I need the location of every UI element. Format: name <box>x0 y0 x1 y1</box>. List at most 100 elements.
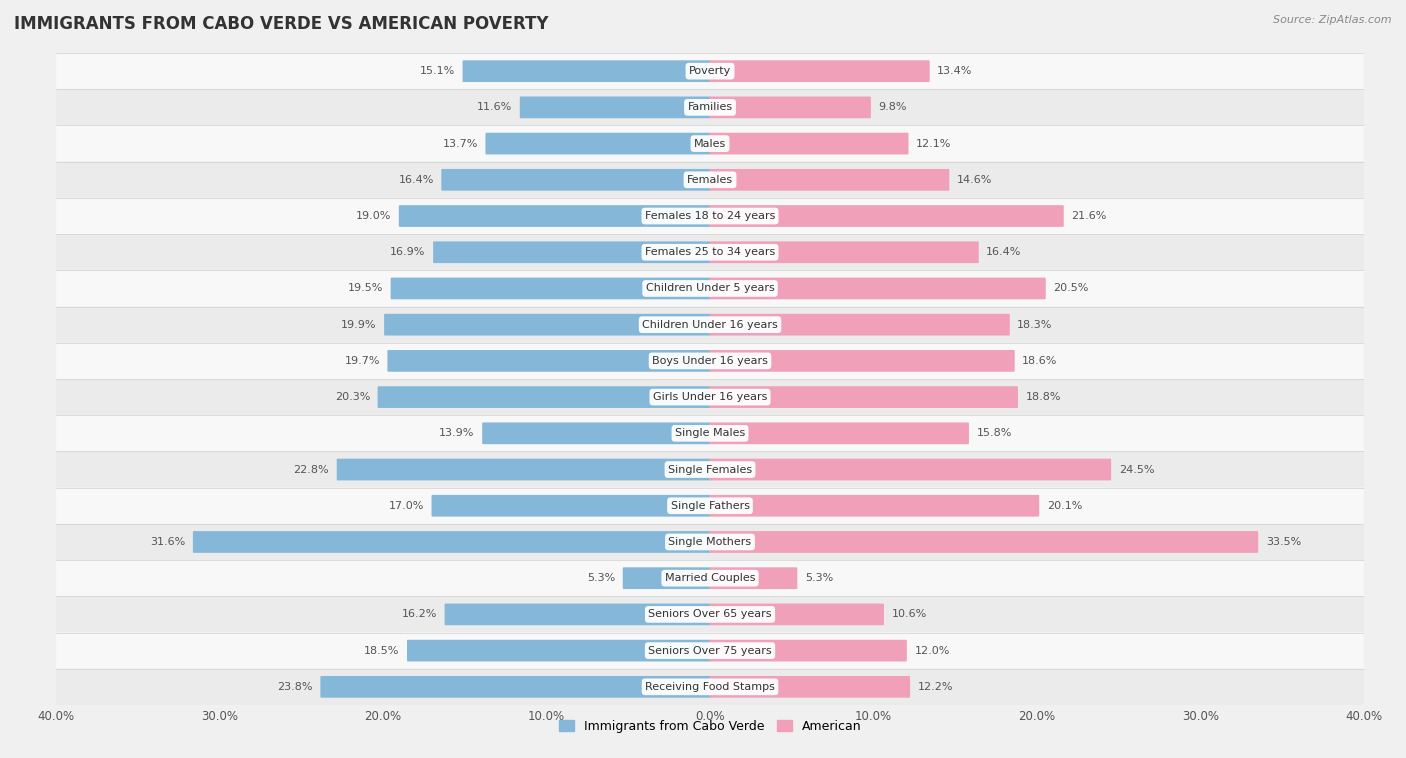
Text: Seniors Over 75 years: Seniors Over 75 years <box>648 646 772 656</box>
FancyBboxPatch shape <box>444 603 710 625</box>
FancyBboxPatch shape <box>56 89 1364 126</box>
Text: Boys Under 16 years: Boys Under 16 years <box>652 356 768 366</box>
FancyBboxPatch shape <box>56 343 1364 379</box>
Text: 16.4%: 16.4% <box>398 175 434 185</box>
FancyBboxPatch shape <box>710 640 907 662</box>
Text: 18.3%: 18.3% <box>1018 320 1053 330</box>
Text: 20.1%: 20.1% <box>1046 501 1083 511</box>
Text: 33.5%: 33.5% <box>1265 537 1301 547</box>
Legend: Immigrants from Cabo Verde, American: Immigrants from Cabo Verde, American <box>554 715 866 738</box>
Text: Females: Females <box>688 175 733 185</box>
FancyBboxPatch shape <box>56 669 1364 705</box>
FancyBboxPatch shape <box>710 603 884 625</box>
Text: 19.9%: 19.9% <box>342 320 377 330</box>
FancyBboxPatch shape <box>520 96 710 118</box>
Text: 17.0%: 17.0% <box>388 501 425 511</box>
FancyBboxPatch shape <box>56 597 1364 632</box>
FancyBboxPatch shape <box>56 632 1364 669</box>
Text: 18.8%: 18.8% <box>1025 392 1062 402</box>
Text: 19.7%: 19.7% <box>344 356 380 366</box>
FancyBboxPatch shape <box>710 350 1015 371</box>
Text: Married Couples: Married Couples <box>665 573 755 583</box>
Text: Single Males: Single Males <box>675 428 745 438</box>
FancyBboxPatch shape <box>710 205 1064 227</box>
FancyBboxPatch shape <box>710 459 1111 481</box>
FancyBboxPatch shape <box>710 567 797 589</box>
Text: 15.8%: 15.8% <box>976 428 1012 438</box>
FancyBboxPatch shape <box>710 169 949 191</box>
Text: 23.8%: 23.8% <box>277 682 314 692</box>
Text: 5.3%: 5.3% <box>586 573 616 583</box>
FancyBboxPatch shape <box>56 161 1364 198</box>
FancyBboxPatch shape <box>710 96 870 118</box>
FancyBboxPatch shape <box>56 126 1364 161</box>
FancyBboxPatch shape <box>321 676 710 697</box>
FancyBboxPatch shape <box>336 459 710 481</box>
FancyBboxPatch shape <box>441 169 710 191</box>
Text: Single Females: Single Females <box>668 465 752 475</box>
Text: 13.4%: 13.4% <box>938 66 973 76</box>
Text: Children Under 16 years: Children Under 16 years <box>643 320 778 330</box>
FancyBboxPatch shape <box>710 676 910 697</box>
Text: 14.6%: 14.6% <box>957 175 993 185</box>
Text: 20.5%: 20.5% <box>1053 283 1088 293</box>
FancyBboxPatch shape <box>482 422 710 444</box>
Text: 10.6%: 10.6% <box>891 609 927 619</box>
Text: Females 18 to 24 years: Females 18 to 24 years <box>645 211 775 221</box>
FancyBboxPatch shape <box>710 133 908 155</box>
FancyBboxPatch shape <box>463 61 710 82</box>
Text: Single Fathers: Single Fathers <box>671 501 749 511</box>
Text: Receiving Food Stamps: Receiving Food Stamps <box>645 682 775 692</box>
Text: 20.3%: 20.3% <box>335 392 370 402</box>
Text: 24.5%: 24.5% <box>1119 465 1154 475</box>
FancyBboxPatch shape <box>56 198 1364 234</box>
FancyBboxPatch shape <box>56 487 1364 524</box>
FancyBboxPatch shape <box>485 133 710 155</box>
FancyBboxPatch shape <box>193 531 710 553</box>
Text: Poverty: Poverty <box>689 66 731 76</box>
Text: 21.6%: 21.6% <box>1071 211 1107 221</box>
Text: 12.0%: 12.0% <box>914 646 949 656</box>
Text: Families: Families <box>688 102 733 112</box>
Text: Seniors Over 65 years: Seniors Over 65 years <box>648 609 772 619</box>
Text: 18.6%: 18.6% <box>1022 356 1057 366</box>
FancyBboxPatch shape <box>710 495 1039 517</box>
FancyBboxPatch shape <box>391 277 710 299</box>
Text: 31.6%: 31.6% <box>150 537 186 547</box>
Text: 22.8%: 22.8% <box>294 465 329 475</box>
FancyBboxPatch shape <box>56 524 1364 560</box>
FancyBboxPatch shape <box>56 306 1364 343</box>
FancyBboxPatch shape <box>710 531 1258 553</box>
FancyBboxPatch shape <box>432 495 710 517</box>
FancyBboxPatch shape <box>384 314 710 336</box>
FancyBboxPatch shape <box>399 205 710 227</box>
FancyBboxPatch shape <box>710 61 929 82</box>
Text: Children Under 5 years: Children Under 5 years <box>645 283 775 293</box>
FancyBboxPatch shape <box>56 271 1364 306</box>
FancyBboxPatch shape <box>710 422 969 444</box>
Text: 18.5%: 18.5% <box>364 646 399 656</box>
Text: Girls Under 16 years: Girls Under 16 years <box>652 392 768 402</box>
Text: 11.6%: 11.6% <box>477 102 512 112</box>
FancyBboxPatch shape <box>388 350 710 371</box>
FancyBboxPatch shape <box>56 379 1364 415</box>
FancyBboxPatch shape <box>710 314 1010 336</box>
FancyBboxPatch shape <box>406 640 710 662</box>
Text: Females 25 to 34 years: Females 25 to 34 years <box>645 247 775 257</box>
Text: 9.8%: 9.8% <box>879 102 907 112</box>
Text: 13.7%: 13.7% <box>443 139 478 149</box>
Text: 16.4%: 16.4% <box>986 247 1022 257</box>
Text: 19.0%: 19.0% <box>356 211 391 221</box>
FancyBboxPatch shape <box>623 567 710 589</box>
Text: 12.1%: 12.1% <box>915 139 952 149</box>
Text: 5.3%: 5.3% <box>804 573 834 583</box>
Text: 13.9%: 13.9% <box>439 428 475 438</box>
FancyBboxPatch shape <box>710 241 979 263</box>
FancyBboxPatch shape <box>56 560 1364 597</box>
Text: Males: Males <box>695 139 725 149</box>
FancyBboxPatch shape <box>378 387 710 408</box>
Text: 19.5%: 19.5% <box>347 283 382 293</box>
Text: Source: ZipAtlas.com: Source: ZipAtlas.com <box>1274 15 1392 25</box>
FancyBboxPatch shape <box>710 277 1046 299</box>
FancyBboxPatch shape <box>433 241 710 263</box>
